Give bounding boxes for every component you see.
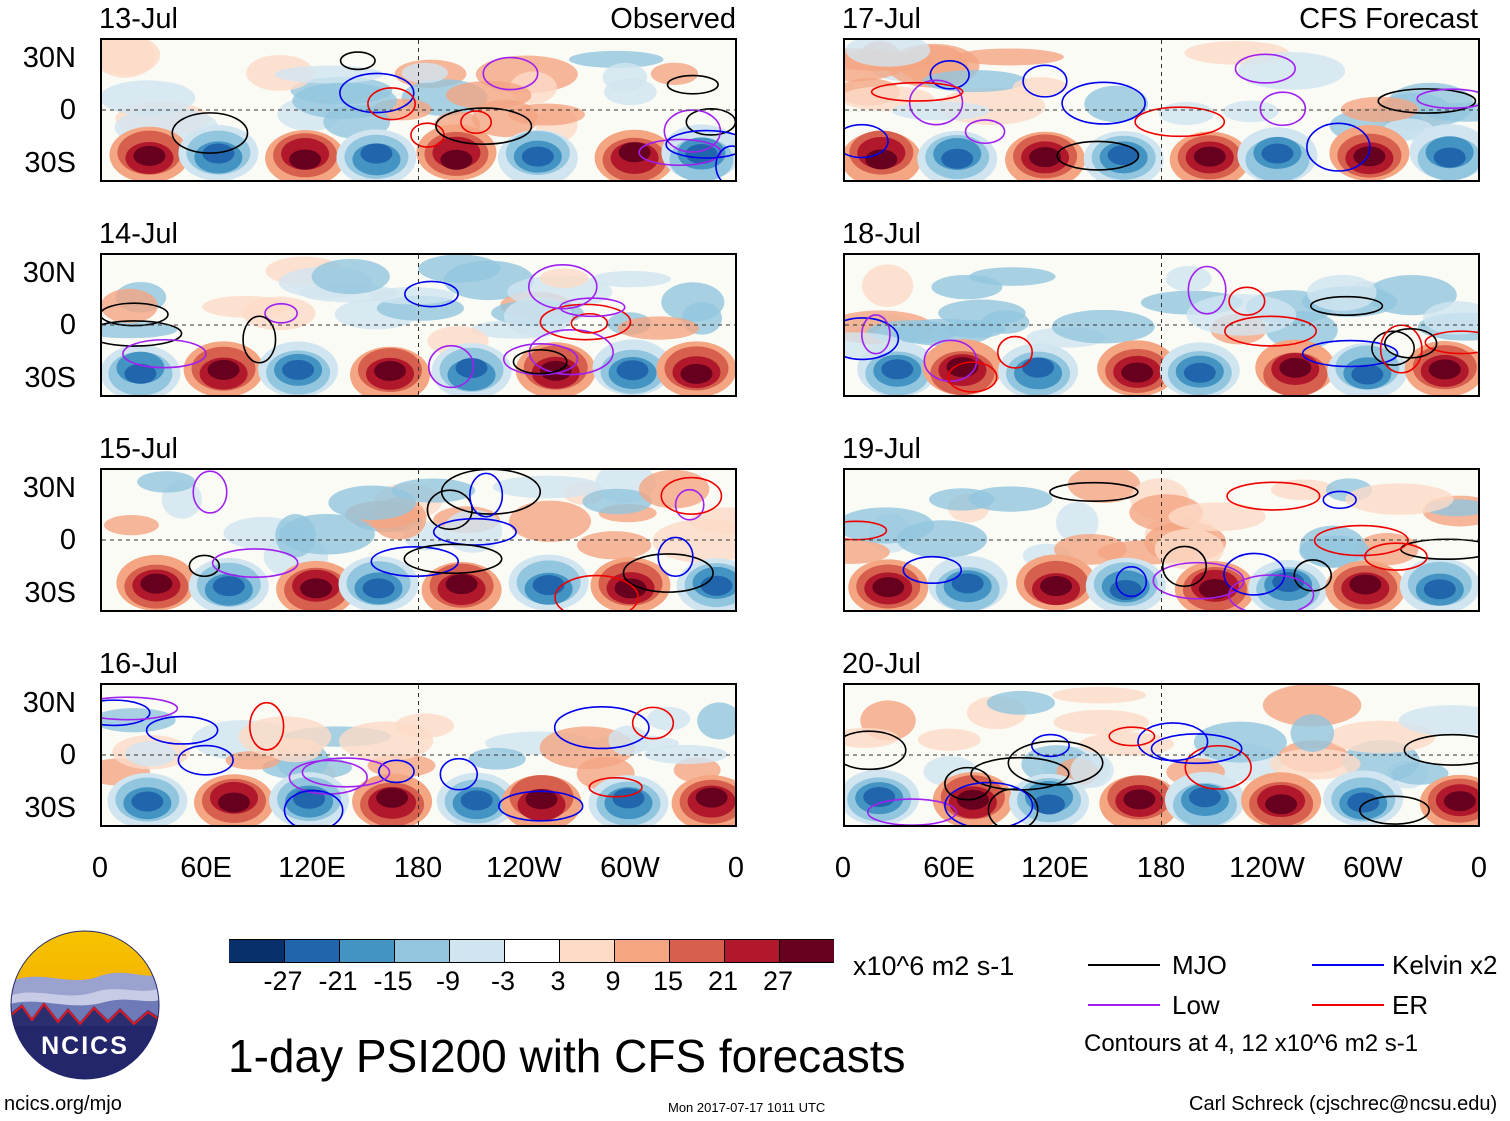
panel-date-label: 20-Jul — [842, 648, 921, 680]
map-panel-artwork — [102, 255, 735, 395]
colorbar-tick-label: -9 — [435, 966, 460, 996]
colorbar-swatch — [339, 940, 394, 962]
lon-tick-label: 0 — [91, 852, 109, 884]
colorbar-tick-label: -21 — [318, 966, 358, 996]
map-panel-forecast-4 — [843, 683, 1480, 827]
lon-tick-label: 60W — [600, 852, 660, 884]
colorbar-swatch — [284, 940, 339, 962]
colorbar-tick-label: 21 — [707, 966, 739, 996]
colorbar-tick-label: 9 — [605, 966, 621, 996]
colorbar-swatch — [724, 940, 779, 962]
ncics-logo: NCICS — [10, 930, 160, 1080]
map-panel-artwork — [845, 255, 1478, 395]
colorbar-tick-label: -15 — [373, 966, 413, 996]
lat-tick-label: 30N — [22, 687, 76, 719]
lat-tick-label: 30S — [24, 792, 76, 824]
legend-label-low: Low — [1172, 990, 1220, 1020]
colorbar-swatch — [229, 940, 284, 962]
map-panel-artwork — [102, 40, 735, 180]
lon-tick-label: 60E — [923, 852, 975, 884]
panel-date-label: 15-Jul — [99, 433, 178, 465]
colorbar-swatch — [559, 940, 614, 962]
panel-date-label: 13-Jul — [99, 3, 178, 35]
map-panel-artwork — [845, 40, 1478, 180]
panel-date-label: 19-Jul — [842, 433, 921, 465]
footer-site-link[interactable]: ncics.org/mjo — [4, 1093, 122, 1115]
map-panel-artwork — [845, 685, 1478, 825]
legend-line-low — [1088, 1004, 1160, 1006]
map-panel-observed-4 — [100, 683, 737, 827]
observed-header: Observed — [610, 3, 736, 35]
figure-title: 1-day PSI200 with CFS forecasts — [228, 1030, 906, 1082]
footer-timestamp: Mon 2017-07-17 1011 UTC — [668, 1100, 826, 1115]
lon-tick-label: 60E — [180, 852, 232, 884]
forecast-header: CFS Forecast — [1299, 3, 1478, 35]
lon-tick-label: 0 — [834, 852, 852, 884]
lon-tick-label: 120W — [1229, 852, 1305, 884]
map-panel-artwork — [102, 685, 735, 825]
lon-tick-label: 0 — [1470, 852, 1488, 884]
lat-tick-label: 30S — [24, 577, 76, 609]
panel-date-label: 14-Jul — [99, 218, 178, 250]
legend-label-kelvin: Kelvin x2 — [1392, 950, 1498, 980]
colorbar-tick-label: 27 — [762, 966, 794, 996]
legend-label-er: ER — [1392, 990, 1429, 1020]
map-panel-observed-2 — [100, 253, 737, 397]
map-panel-forecast-2 — [843, 253, 1480, 397]
contours-note: Contours at 4, 12 x10^6 m2 s-1 — [1084, 1030, 1419, 1057]
lon-tick-label: 60W — [1343, 852, 1403, 884]
lon-tick-label: 120W — [486, 852, 562, 884]
lat-tick-label: 30N — [22, 257, 76, 289]
colorbar-swatch — [614, 940, 669, 962]
footer-author: Carl Schreck (cjschrec@ncsu.edu) — [1189, 1093, 1498, 1115]
lon-tick-label: 120E — [1021, 852, 1089, 884]
colorbar-tick-label: -3 — [490, 966, 515, 996]
lon-tick-label: 120E — [278, 852, 346, 884]
colorbar-swatch — [669, 940, 724, 962]
colorbar-swatch — [779, 940, 834, 962]
colorbar-tick-label: -27 — [263, 966, 303, 996]
lat-tick-label: 0 — [59, 309, 76, 341]
logo-text: NCICS — [41, 1032, 129, 1060]
colorbar-tick-label: 3 — [550, 966, 566, 996]
map-panel-artwork — [102, 470, 735, 610]
panel-date-label: 16-Jul — [99, 648, 178, 680]
panel-date-label: 18-Jul — [842, 218, 921, 250]
colorbar-swatch — [504, 940, 559, 962]
colorbar-tick-label: 15 — [652, 966, 684, 996]
map-panel-forecast-3 — [843, 468, 1480, 612]
lon-tick-label: 180 — [393, 852, 443, 884]
legend-label-mjo: MJO — [1172, 950, 1227, 980]
map-panel-observed-3 — [100, 468, 737, 612]
map-panel-artwork — [845, 470, 1478, 610]
lat-tick-label: 30N — [22, 472, 76, 504]
lon-tick-label: 0 — [727, 852, 745, 884]
lat-tick-label: 30N — [22, 42, 76, 74]
lon-tick-label: 180 — [1136, 852, 1186, 884]
colorbar-units: x10^6 m2 s-1 — [853, 951, 1015, 981]
legend-line-kelvin — [1312, 964, 1384, 966]
legend-line-mjo — [1088, 964, 1160, 966]
lat-tick-label: 0 — [59, 524, 76, 556]
panel-date-label: 17-Jul — [842, 3, 921, 35]
map-panel-observed-1 — [100, 38, 737, 182]
colorbar-swatch — [449, 940, 504, 962]
colorbar-swatch — [394, 940, 449, 962]
lat-tick-label: 30S — [24, 147, 76, 179]
lat-tick-label: 0 — [59, 739, 76, 771]
map-panel-forecast-1 — [843, 38, 1480, 182]
lat-tick-label: 30S — [24, 362, 76, 394]
lat-tick-label: 0 — [59, 94, 76, 126]
legend-line-er — [1312, 1004, 1384, 1006]
